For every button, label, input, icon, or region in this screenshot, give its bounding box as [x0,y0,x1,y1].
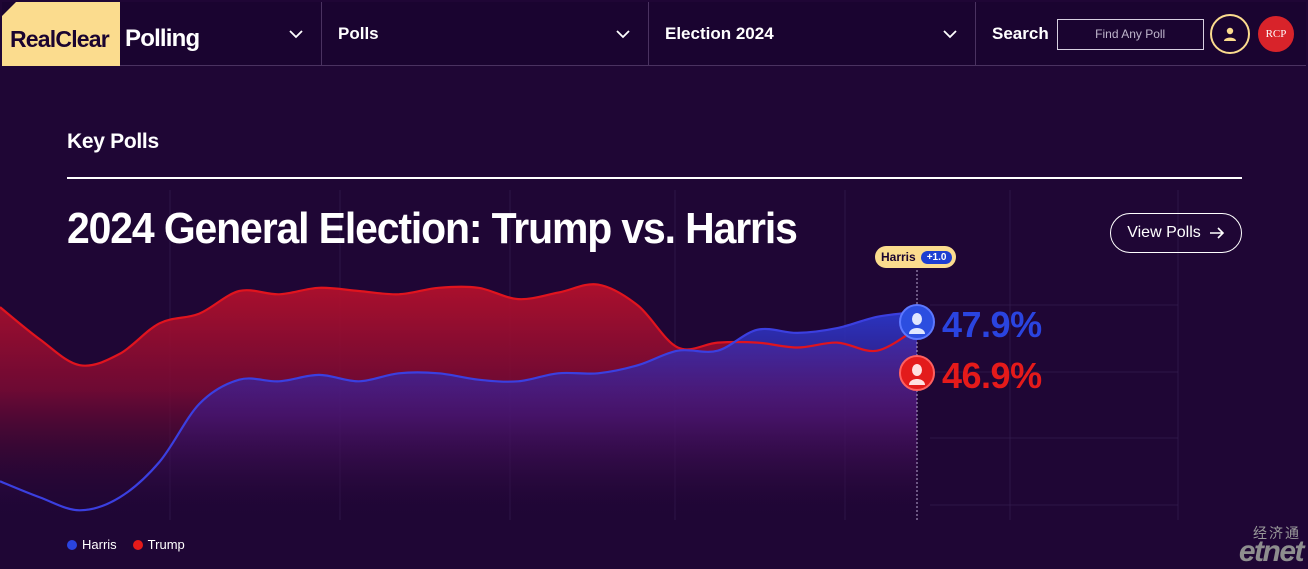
logo-corner-fold [2,2,16,16]
legend-dot-trump [132,539,143,550]
trump-portrait-icon [909,364,925,385]
site-logo[interactable]: RealClear Polling [2,2,200,66]
chevron-down-icon [289,30,303,39]
view-polls-label: View Polls [1127,224,1201,241]
nav-election-label: Election 2024 [665,24,774,43]
rcp-badge[interactable]: RCP [1256,14,1296,54]
nav-election-2024-dropdown[interactable]: Election 2024 [649,2,976,66]
chevron-down-icon [616,30,630,39]
harris-percentage: 47.9% [942,304,1042,345]
chart-lines [0,283,918,512]
rcp-badge-text: RCP [1265,28,1287,40]
nav-menu-dropdown[interactable] [198,2,322,66]
user-account-button[interactable] [1210,14,1250,54]
arrow-right-icon [1209,227,1224,239]
legend-item-harris: Harris [67,537,117,552]
logo-realclear-text: RealClear [10,25,110,52]
search-label: Search [992,24,1049,43]
leader-badge: Harris +1.0 [875,246,957,268]
harris-portrait-icon [909,313,925,334]
page-title: 2024 General Election: Trump vs. Harris [67,204,798,253]
trump-avatar [899,355,935,391]
area-harris [0,312,917,520]
legend-dot-harris [67,539,77,550]
logo-polling-text: Polling [125,25,200,52]
series-line-harris [0,310,918,512]
section-divider [67,177,1242,179]
watermark-logo-text: etnet [1238,535,1305,568]
chevron-down-icon [943,30,957,39]
trump-percentage: 46.9% [942,355,1042,396]
view-polls-button[interactable]: View Polls [1110,213,1242,253]
nav-polls-label: Polls [338,24,379,43]
series-line-trump [0,283,918,367]
leader-name: Harris [881,250,916,264]
legend-item-trump: Trump [132,537,185,552]
logo-realclear: RealClear [2,2,120,66]
user-icon [1224,27,1236,41]
chart-legend: Harris Trump [67,537,185,552]
watermark-chinese-text: 经济通 [1253,525,1301,541]
logo-polling: Polling [120,2,200,66]
nav-polls-dropdown[interactable]: Polls [322,2,649,66]
legend-label-harris: Harris [82,537,117,552]
section-label-key-polls: Key Polls [67,130,159,153]
leader-margin: +1.0 [920,250,953,264]
search-area: Search [976,2,1204,66]
etnet-watermark: 经济通 etnet [1219,523,1305,568]
harris-avatar [899,304,935,340]
legend-label-trump: Trump [147,537,185,552]
search-input[interactable] [1056,18,1204,50]
top-nav-bar: RealClear Polling Polls Election 2024 Se… [2,2,1306,66]
chart-areas [0,284,917,520]
